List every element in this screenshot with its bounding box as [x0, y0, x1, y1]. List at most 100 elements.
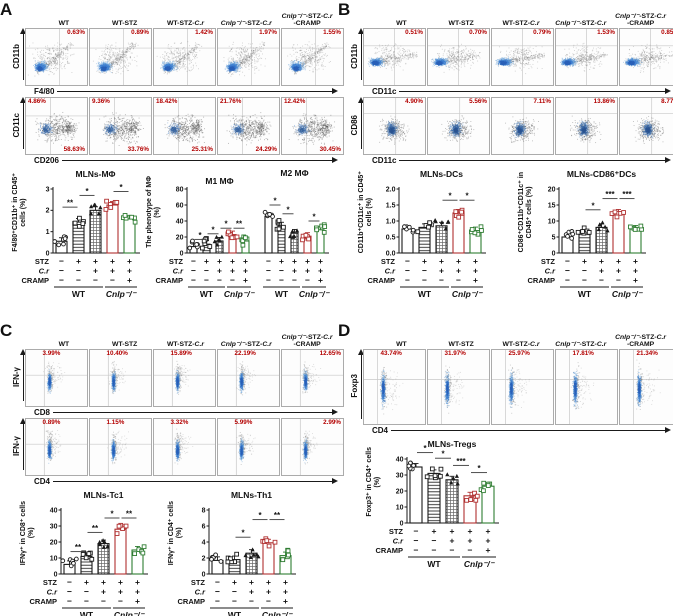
- y-tick-label: 0: [552, 250, 556, 257]
- quadrant-percentage: 4.86%: [28, 98, 46, 105]
- data-point: [101, 544, 106, 549]
- flow-cytometry-plot: 0.85%: [619, 28, 673, 86]
- data-point: [478, 224, 484, 230]
- data-point: [71, 560, 76, 566]
- treatment-symbol: −: [84, 596, 89, 606]
- bar-chart-mlns_dcs: CD11b⁺CD11c⁺ in CD45⁺ cells (%) MLNs-DCs 0…: [358, 169, 490, 303]
- data-point: [424, 474, 430, 480]
- data-point: [286, 552, 291, 558]
- column-header: Cnlp⁻/⁻-STZ-C.r -CRAMP: [615, 12, 667, 28]
- flow-row: CD11c 4.86% 58.63% 9.36% 33.76% 18.42% 25.31% 2…: [12, 97, 344, 155]
- charts-row: F4/80⁺CD11b⁺ in CD45⁺ cells (%) MLNs-MΦ 0 1…: [12, 168, 338, 303]
- column-header: WT-STZ-C.r: [502, 20, 540, 28]
- quadrant-percentage: 4.90%: [405, 98, 423, 105]
- column-header: WT-STZ-C.r: [502, 341, 540, 349]
- data-point: [433, 218, 438, 223]
- group-label: WT: [578, 289, 592, 299]
- treatment-symbol: +: [232, 577, 237, 587]
- treatment-symbol: −: [266, 256, 271, 266]
- data-point: [226, 229, 231, 235]
- treatment-symbol: −: [414, 536, 419, 546]
- treatment-symbol: +: [292, 256, 297, 266]
- data-point: [427, 220, 433, 226]
- data-point: [481, 480, 487, 486]
- treatment-symbol: +: [468, 536, 473, 546]
- flow-scatter-canvas: [556, 98, 617, 154]
- data-point: [116, 523, 122, 529]
- data-point: [129, 214, 134, 220]
- data-point: [303, 232, 309, 238]
- data-point: [314, 227, 320, 233]
- data-point: [426, 224, 431, 230]
- significance-label: *: [198, 231, 202, 240]
- treatment-symbol: +: [279, 256, 284, 266]
- data-point: [97, 542, 102, 547]
- panel-b-label: B: [338, 0, 351, 19]
- treatment-row-label: C.r: [545, 267, 557, 276]
- column-headers: WT WT-STZ WT-STZ-C.r Cnlp⁻/⁻-STZ-C.r Cnlp⁻/⁻…: [34, 325, 338, 349]
- data-point: [276, 218, 282, 223]
- up-arrow-icon: [357, 97, 364, 149]
- data-point: [429, 466, 435, 472]
- charts-row: IFNγ⁺ in CD8⁺ cells (%) MLNs-Tc1 0 10 20 30 40…: [20, 490, 338, 616]
- quadrant-percentage: 25.97%: [508, 350, 530, 357]
- group-label: Cnlp⁻/⁻: [262, 610, 294, 616]
- treatment-symbol: +: [266, 577, 271, 587]
- treatment-symbol: −: [266, 596, 271, 606]
- flow-row: Foxp3 43.74% 31.97% 25.97% 17.81% 21.34%: [350, 349, 673, 425]
- column-header: Cnlp⁻/⁻-STZ-C.r -CRAMP: [281, 12, 333, 28]
- treatment-row-label: CRAMP: [368, 276, 396, 285]
- group-label: WT: [80, 610, 94, 616]
- flow-scatter-canvas: [492, 29, 553, 85]
- treatment-symbol: −: [93, 275, 98, 285]
- flow-cytometry-plot: 21.76% 24.29%: [217, 97, 280, 155]
- treatment-row-label: STZ: [191, 578, 206, 587]
- significance-label: **: [126, 510, 133, 519]
- treatment-symbol: −: [582, 266, 587, 276]
- significance-label: *: [119, 183, 123, 192]
- treatment-symbol: −: [582, 275, 587, 285]
- data-point: [250, 547, 255, 552]
- significance-label: *: [477, 464, 481, 473]
- flow-cytometry-plot: 0.89%: [89, 28, 152, 86]
- flow-y-axis: IFN-γ: [12, 349, 26, 405]
- treatment-symbol: +: [243, 266, 248, 276]
- flow-cytometry-plot: 0.79%: [491, 28, 554, 86]
- chart-y-axis-label: Foxp3⁺ in CD4⁺ cells (%): [366, 439, 383, 525]
- flow-cytometry-plot: 1.55%: [281, 28, 344, 86]
- column-header: WT-STZ: [112, 341, 138, 349]
- quadrant-percentage: 5.56%: [469, 98, 487, 105]
- data-point: [234, 551, 240, 557]
- quadrant-percentage: 0.89%: [42, 419, 61, 426]
- quadrant-percentage: 21.76%: [220, 98, 242, 105]
- bar: [245, 552, 258, 575]
- flow-cytometry-plot: 4.86% 58.63%: [25, 97, 88, 155]
- quadrant-percentage: 9.36%: [92, 98, 110, 105]
- bar: [409, 466, 423, 524]
- chart-group-title: M1 MΦ: [205, 176, 233, 186]
- data-point: [187, 245, 193, 251]
- flow-y-axis: CD11c: [12, 97, 26, 153]
- treatment-symbol: −: [67, 587, 72, 597]
- treatment-symbol: +: [217, 256, 222, 266]
- treatment-symbol: −: [215, 587, 220, 597]
- treatment-symbol: +: [266, 587, 271, 597]
- flow-scatter-canvas: [428, 29, 489, 85]
- data-point: [114, 531, 120, 536]
- data-point: [600, 220, 605, 225]
- bar-chart-mlns_tc1: IFNγ⁺ in CD8⁺ cells (%) MLNs-Tc1 0 10 20 30 40…: [20, 490, 152, 616]
- group-label: Cnlp⁻/⁻: [464, 559, 496, 569]
- data-point: [194, 242, 199, 247]
- data-point: [570, 231, 576, 237]
- significance-label: *: [591, 201, 595, 210]
- flow-cytometry-plot: 2.99%: [281, 418, 344, 476]
- quadrant-percentage: 31.97%: [444, 350, 466, 357]
- flow-scatter-canvas: [90, 98, 151, 154]
- treatment-row-label: C.r: [173, 267, 185, 276]
- charts-row: Foxp3⁺ in CD4⁺ cells (%) MLNs-Tregs 0 10 20 3…: [366, 439, 671, 573]
- flow-scatter-canvas: [26, 350, 87, 406]
- panel-c-label: C: [0, 321, 13, 340]
